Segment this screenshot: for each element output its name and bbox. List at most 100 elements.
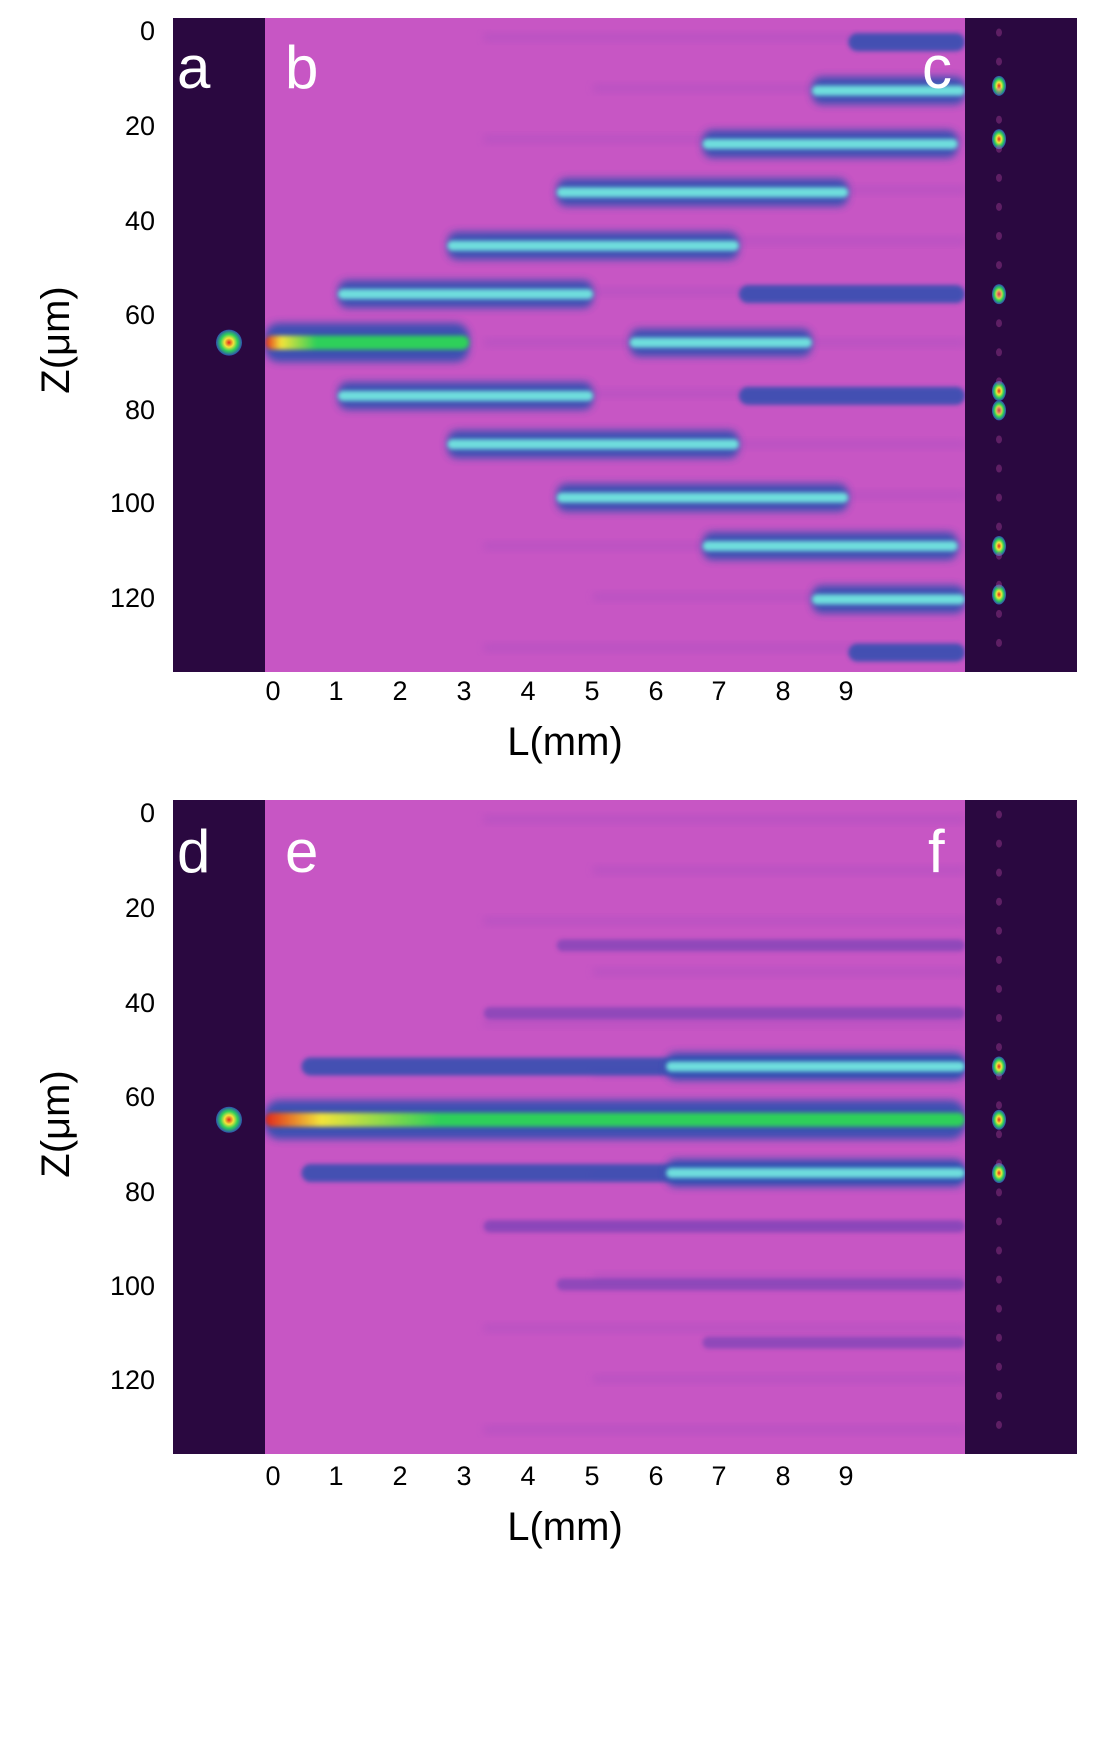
texture-band [593, 1273, 965, 1282]
output-speckle [996, 926, 1002, 935]
coupled-band [447, 439, 739, 450]
output-speckle [996, 897, 1002, 906]
coupled-band [848, 643, 965, 662]
figure-top: 0 20 40 60 80 100 120 Z(μm) a b c 0 1 2 … [0, 0, 1102, 860]
texture-band [483, 1324, 965, 1333]
output-speckle [996, 551, 1002, 560]
y-tick-label: 100 [109, 488, 155, 518]
x-tick-label: 6 [648, 1461, 664, 1491]
x-tick-label: 8 [775, 1461, 791, 1491]
output-speckle [996, 493, 1002, 502]
output-spot [992, 536, 1006, 557]
y-tick-label: 80 [124, 1177, 155, 1207]
coupled-band [337, 390, 594, 401]
y-tick-label: 80 [124, 395, 155, 425]
texture-band [483, 33, 965, 42]
texture-band [593, 866, 965, 875]
band-group [265, 33, 965, 662]
output-speckle [996, 28, 1002, 37]
x-tick-label: 9 [838, 676, 854, 706]
y-tick-label: 120 [109, 583, 155, 613]
faint-band [483, 1220, 965, 1233]
output-speckle [996, 1304, 1002, 1313]
panel-label-c: c [922, 34, 952, 101]
output-speckle [996, 1246, 1002, 1255]
input-spot [216, 1106, 242, 1133]
output-speckle [996, 377, 1002, 386]
x-tick-label: 5 [584, 1461, 600, 1491]
output-spot [992, 381, 1006, 402]
x-tick-label: 3 [456, 1461, 472, 1491]
coupled-band [848, 33, 965, 52]
output-speckle [996, 1043, 1002, 1052]
x-tick-label: 0 [265, 676, 281, 706]
x-tick-label: 7 [711, 676, 727, 706]
texture-band [483, 917, 965, 926]
output-spot [992, 129, 1006, 150]
output-speckle [996, 319, 1002, 328]
x-tick-label: 0 [265, 1461, 281, 1491]
output-speckle [996, 406, 1002, 415]
x-tick-label: 4 [520, 676, 536, 706]
output-spot [992, 284, 1006, 305]
coupled-band [811, 85, 965, 96]
heatmap-bottom [173, 800, 1077, 1454]
y-tick-label: 120 [109, 1365, 155, 1395]
texture-band [593, 592, 965, 601]
coupled-band [629, 337, 812, 348]
output-speckle [996, 839, 1002, 848]
output-speckle [996, 580, 1002, 589]
output-speckle [996, 1420, 1002, 1429]
central-beam [265, 1112, 965, 1127]
y-tick-label: 100 [109, 1271, 155, 1301]
x-tick-label: 2 [392, 1461, 408, 1491]
output-speckle [996, 1217, 1002, 1226]
output-speckle [996, 1159, 1002, 1168]
band-group [265, 815, 965, 1434]
output-spot [992, 1109, 1006, 1130]
x-tick-label: 5 [584, 676, 600, 706]
faint-band [702, 1336, 965, 1349]
coupled-band [811, 594, 965, 605]
x-tick-label: 2 [392, 676, 408, 706]
y-tick-label: 60 [124, 300, 155, 330]
coupled-band [337, 289, 594, 300]
output-speckle [996, 1275, 1002, 1284]
output-speckle [996, 435, 1002, 444]
output-panel [965, 18, 1077, 672]
texture-band [593, 967, 965, 976]
y-tick-label: 0 [139, 798, 155, 828]
panel-label-e: e [285, 818, 319, 885]
y-axis-label: Z(μm) [34, 1070, 78, 1178]
panel-label-f: f [928, 818, 945, 885]
panel-label-b: b [285, 34, 319, 101]
coupled-band [738, 285, 965, 304]
panel-label-a: a [177, 34, 211, 101]
output-speckle [996, 984, 1002, 993]
output-speckle [996, 1391, 1002, 1400]
output-speckle [996, 115, 1002, 124]
output-speckle [996, 144, 1002, 153]
output-speckle [996, 1130, 1002, 1139]
coupled-band [702, 541, 958, 552]
y-tick-label: 40 [124, 988, 155, 1018]
output-speckle [996, 464, 1002, 473]
output-spot [992, 400, 1006, 421]
output-speckle [996, 1101, 1002, 1110]
coupled-band [556, 492, 849, 503]
texture-band [483, 643, 965, 652]
y-tick-label: 40 [124, 206, 155, 236]
y-tick-label: 20 [124, 111, 155, 141]
faint-band [556, 1278, 965, 1291]
x-tick-label: 6 [648, 676, 664, 706]
output-speckle [996, 1014, 1002, 1022]
coupled-band [447, 240, 739, 251]
output-speckle [996, 868, 1002, 877]
y-tick-label: 20 [124, 893, 155, 923]
panel-label-d: d [177, 818, 211, 885]
x-tick-label: 1 [328, 1461, 344, 1491]
faint-band [556, 939, 965, 952]
texture-band [483, 815, 965, 824]
x-tick-label: 1 [328, 676, 344, 706]
coupled-band [666, 1061, 965, 1072]
